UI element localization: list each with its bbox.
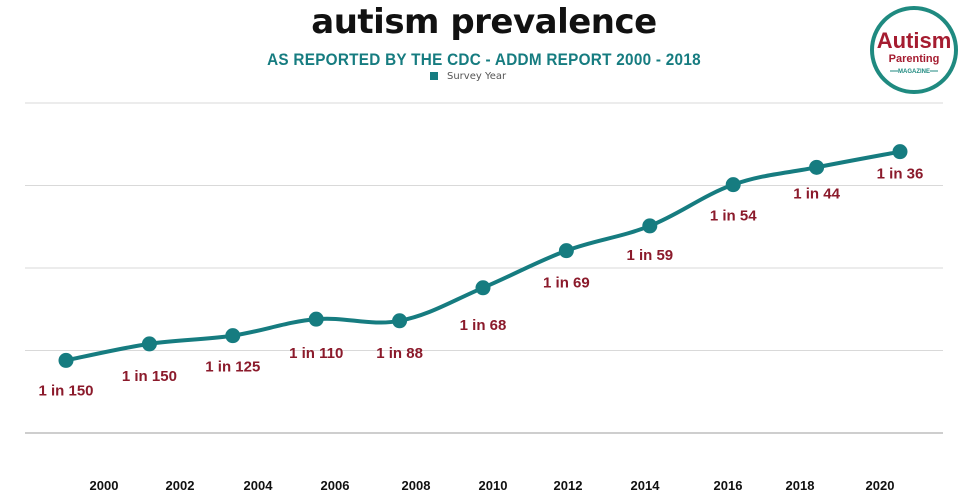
x-tick-label-2014: 2014 (631, 478, 661, 493)
data-label-2006: 1 in 110 (289, 345, 343, 362)
x-tick-label-2010: 2010 (479, 478, 508, 493)
x-tick-label-2012: 2012 (554, 478, 583, 493)
data-label-2002: 1 in 150 (122, 368, 177, 385)
x-tick-label-2006: 2006 (321, 478, 350, 493)
data-point-2002 (141, 336, 157, 352)
data-label-2008: 1 in 88 (376, 345, 423, 362)
chart-subtitle: AS REPORTED BY THE CDC - ADDM REPORT 200… (267, 50, 701, 69)
data-point-2018 (809, 159, 825, 175)
x-tick-label-2020: 2020 (866, 478, 895, 493)
gridlines (25, 102, 943, 434)
data-label-2020: 1 in 36 (877, 166, 924, 183)
chart-title: autism prevalence (311, 2, 657, 42)
data-point-2020 (892, 144, 908, 160)
data-label-2014: 1 in 59 (626, 247, 673, 264)
data-label-2000: 1 in 150 (38, 382, 93, 399)
legend-swatch (430, 72, 438, 80)
data-point-2000 (58, 352, 74, 368)
x-tick-label-2016: 2016 (714, 478, 743, 493)
logo-text-parenting: Parenting (889, 53, 940, 65)
data-point-2014 (642, 218, 658, 234)
data-point-2010 (475, 280, 491, 296)
data-label-2012: 1 in 69 (543, 275, 590, 292)
logo-text-magazine: MAGAZINE (898, 69, 930, 75)
data-label-2004: 1 in 125 (205, 359, 260, 376)
data-point-2012 (558, 243, 574, 259)
x-tick-label-2018: 2018 (786, 478, 815, 493)
x-axis-tick-labels: 2000 2002 2004 2006 2008 2010 2012 2014 2016 2018… (90, 478, 895, 493)
data-points (58, 144, 908, 368)
data-label-2010: 1 in 68 (460, 317, 507, 334)
data-point-2008 (392, 313, 408, 329)
data-labels: 1 in 150 1 in 150 1 in 125 1 in 110 1 in 88 1… (38, 166, 923, 400)
x-tick-label-2004: 2004 (244, 478, 274, 493)
autism-parenting-logo: Autism Parenting MAGAZINE (870, 6, 958, 94)
data-point-2016 (725, 177, 741, 193)
data-point-2006 (308, 311, 324, 327)
data-label-2018: 1 in 44 (793, 185, 840, 202)
legend: Survey Year (430, 69, 506, 83)
legend-label: Survey Year (447, 70, 507, 82)
x-tick-label-2000: 2000 (90, 478, 119, 493)
data-point-2004 (225, 328, 241, 344)
logo-text-autism: Autism (877, 28, 952, 53)
x-tick-label-2008: 2008 (402, 478, 431, 493)
x-tick-label-2002: 2002 (166, 478, 195, 493)
data-label-2016: 1 in 54 (710, 208, 757, 225)
